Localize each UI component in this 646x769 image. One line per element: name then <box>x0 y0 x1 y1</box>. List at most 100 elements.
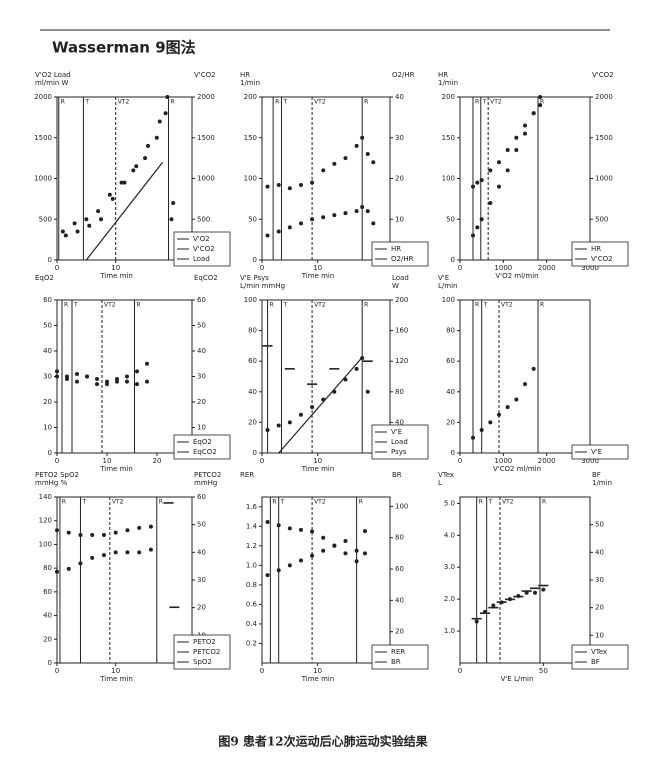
series-point <box>505 405 510 410</box>
series-point <box>276 229 281 234</box>
series-point <box>475 180 480 185</box>
series-point <box>87 223 92 228</box>
x-tick-label: 0 <box>458 667 462 675</box>
threshold-label: VT2 <box>501 302 513 309</box>
series-point <box>265 573 270 578</box>
series-point <box>343 211 348 216</box>
y-tick-label: 0.6 <box>246 600 258 608</box>
series-point <box>113 530 118 535</box>
y2-tick-label: 40 <box>197 548 206 556</box>
threshold-label: VT2 <box>112 499 124 506</box>
y-tick-label: 60 <box>43 588 52 596</box>
x-tick-label: 2000 <box>538 264 556 272</box>
legend-box <box>371 424 429 460</box>
y-axis-title: EqO2 <box>35 274 54 282</box>
y2-axis-title: EqCO2 <box>194 274 218 282</box>
legend-box <box>571 241 629 267</box>
legend-label: O2/HR <box>391 255 414 263</box>
legend-label: Load <box>193 255 210 263</box>
x-tick-label: 0 <box>55 264 59 272</box>
y-tick-label: 1.2 <box>246 542 257 550</box>
series-point <box>115 379 119 384</box>
series-point <box>298 412 303 417</box>
threshold-label: T <box>482 99 487 106</box>
series-point <box>287 563 292 568</box>
series-point <box>163 111 168 116</box>
y-tick-label: 0 <box>48 449 52 457</box>
series-point <box>533 590 537 595</box>
x-axis-title: Time min <box>301 272 335 280</box>
y-tick-label: 0 <box>451 256 455 264</box>
series-point <box>122 180 127 185</box>
series-point <box>541 587 546 592</box>
threshold-label: T <box>81 499 86 506</box>
y-tick-label: 200 <box>442 93 455 101</box>
series-point <box>131 168 136 173</box>
y-tick-label: 20 <box>43 635 52 643</box>
x-tick-label: 20 <box>153 457 162 465</box>
series-point <box>298 221 303 226</box>
legend-box <box>371 241 429 267</box>
series-point <box>55 569 59 574</box>
x-axis-title: Time min <box>99 272 133 280</box>
series-point <box>531 366 536 371</box>
threshold-label: R <box>475 302 479 309</box>
series-point <box>321 215 326 220</box>
y2-tick-label: 1500 <box>197 134 215 142</box>
y2-tick-label: 40 <box>197 347 206 355</box>
plot-frame <box>459 96 591 261</box>
series-point <box>137 525 142 530</box>
series-point <box>154 135 159 140</box>
series-point <box>265 520 270 525</box>
legend-label: RER <box>391 648 405 656</box>
y2-tick-label: 1000 <box>197 175 215 183</box>
series-point <box>110 196 115 201</box>
y-tick-label: 60 <box>446 357 455 365</box>
series-point <box>343 377 348 382</box>
series-point <box>298 183 303 188</box>
series-point <box>497 412 501 417</box>
series-point <box>107 192 112 197</box>
y2-tick-label: 40 <box>395 418 404 426</box>
series-point <box>332 161 337 166</box>
y2-tick-label: 10 <box>595 631 604 639</box>
y-tick-label: 80 <box>43 564 52 572</box>
plot-frame <box>56 96 193 261</box>
series-point <box>148 524 153 529</box>
series-point <box>343 538 348 543</box>
series-point <box>332 543 337 548</box>
y2-tick-label: 10 <box>395 215 404 223</box>
y-tick-label: 140 <box>39 493 52 501</box>
series-point <box>321 548 326 553</box>
x-tick-label: 10 <box>313 264 322 272</box>
y2-tick-label: 100 <box>395 502 408 510</box>
legend-box <box>571 444 629 460</box>
threshold-label: R <box>542 499 546 506</box>
legend-label: V'O2 <box>193 235 210 243</box>
y-tick-label: 20 <box>248 418 257 426</box>
series-point <box>365 389 370 394</box>
threshold-label: R <box>171 99 175 106</box>
y-axis-title: ml/min W <box>35 79 69 87</box>
threshold-label: R <box>64 302 68 309</box>
y-tick-label: 20 <box>43 398 52 406</box>
series-point <box>135 382 139 387</box>
series-point <box>471 435 475 440</box>
x-tick-label: 3000 <box>581 457 599 465</box>
y-tick-label: 0.2 <box>246 639 257 647</box>
threshold-label: T <box>73 302 78 309</box>
y2-axis-title: V'CO2 <box>194 71 216 79</box>
x-tick-label: 0 <box>55 457 59 465</box>
plot-frame <box>261 496 391 664</box>
series-point <box>113 550 118 555</box>
x-tick-label: 10 <box>111 667 120 675</box>
y-tick-label: 2000 <box>34 93 52 101</box>
y2-tick-label: 20 <box>197 398 206 406</box>
y-tick-label: 60 <box>43 296 52 304</box>
y-tick-label: 100 <box>244 296 257 304</box>
legend-label: V'CO2 <box>193 245 215 253</box>
y-tick-label: 1500 <box>34 134 52 142</box>
series-point <box>287 420 292 425</box>
threshold-label: T <box>280 499 285 506</box>
series-point <box>362 529 367 534</box>
